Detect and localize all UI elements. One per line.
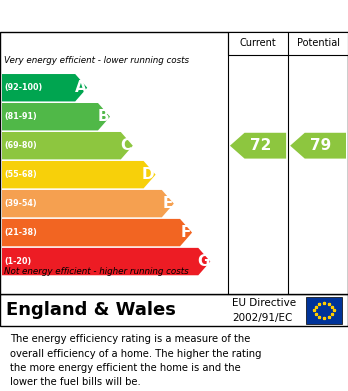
Text: (92-100): (92-100) bbox=[4, 83, 42, 92]
Bar bbox=[228, 32, 348, 55]
Text: 72: 72 bbox=[250, 138, 272, 153]
Text: The energy efficiency rating is a measure of the
overall efficiency of a home. T: The energy efficiency rating is a measur… bbox=[10, 334, 262, 387]
Polygon shape bbox=[2, 103, 110, 131]
Text: A: A bbox=[74, 80, 86, 95]
Polygon shape bbox=[2, 161, 156, 188]
Text: England & Wales: England & Wales bbox=[6, 301, 176, 319]
Polygon shape bbox=[2, 248, 210, 275]
Bar bbox=[306, 297, 342, 324]
Text: D: D bbox=[142, 167, 155, 182]
Text: 79: 79 bbox=[310, 138, 332, 153]
Text: (21-38): (21-38) bbox=[4, 228, 37, 237]
Text: F: F bbox=[181, 225, 191, 240]
Polygon shape bbox=[2, 190, 174, 217]
Polygon shape bbox=[2, 219, 192, 246]
Text: (55-68): (55-68) bbox=[4, 170, 37, 179]
Text: EU Directive: EU Directive bbox=[232, 298, 296, 308]
Text: Very energy efficient - lower running costs: Very energy efficient - lower running co… bbox=[4, 56, 189, 65]
Text: Current: Current bbox=[240, 38, 276, 48]
Text: (81-91): (81-91) bbox=[4, 112, 37, 121]
Text: (69-80): (69-80) bbox=[4, 141, 37, 150]
Polygon shape bbox=[230, 133, 286, 159]
Polygon shape bbox=[290, 133, 346, 159]
Text: C: C bbox=[121, 138, 132, 153]
Text: B: B bbox=[97, 109, 109, 124]
Polygon shape bbox=[2, 74, 87, 101]
Text: (1-20): (1-20) bbox=[4, 257, 31, 266]
Text: Not energy efficient - higher running costs: Not energy efficient - higher running co… bbox=[4, 267, 189, 276]
Polygon shape bbox=[2, 132, 133, 160]
Text: E: E bbox=[163, 196, 173, 211]
Text: G: G bbox=[197, 254, 209, 269]
Text: Potential: Potential bbox=[296, 38, 340, 48]
Text: (39-54): (39-54) bbox=[4, 199, 37, 208]
Text: 2002/91/EC: 2002/91/EC bbox=[232, 312, 292, 323]
Text: Energy Efficiency Rating: Energy Efficiency Rating bbox=[63, 9, 285, 23]
